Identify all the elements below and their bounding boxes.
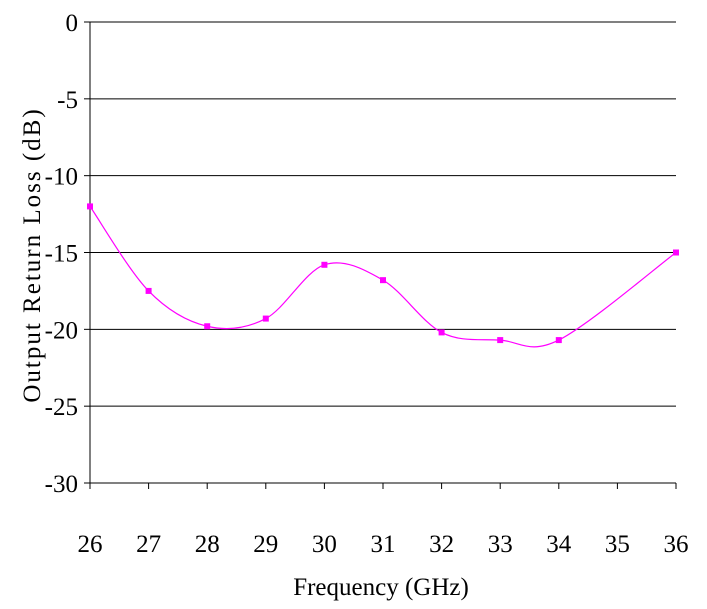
x-tick-labels: 26 27 28 29 30 31 32 33 34 35 36: [78, 531, 689, 558]
x-tick-label: 28: [195, 531, 220, 558]
x-tick-label: 32: [429, 531, 454, 558]
y-tick-labels: 0 -5 -10 -15 -20 -25 -30: [45, 10, 78, 498]
data-point-marker: [438, 329, 445, 336]
x-tick-label: 36: [664, 531, 689, 558]
data-point-marker: [673, 249, 679, 256]
y-tick-label: -20: [45, 317, 78, 344]
data-point-marker: [380, 277, 386, 284]
y-tick-label: 0: [66, 10, 79, 37]
data-point-marker: [87, 203, 93, 210]
axes: [84, 21, 677, 489]
y-axis-title: Output Return Loss (dB): [19, 107, 46, 402]
x-axis-title: Frequency (GHz): [293, 574, 469, 601]
x-tick-label: 26: [78, 531, 103, 558]
x-tick-label: 31: [371, 531, 396, 558]
y-tick-label: -25: [45, 394, 78, 421]
x-tick-label: 29: [253, 531, 278, 558]
x-tick-label: 27: [136, 531, 161, 558]
x-tick-label: 34: [546, 531, 572, 558]
data-point-marker: [204, 323, 211, 330]
data-point-marker: [262, 315, 269, 322]
y-tick-label: -5: [57, 87, 78, 114]
gridlines: [90, 21, 676, 407]
x-tick-label: 35: [605, 531, 630, 558]
x-tick-label: 33: [488, 531, 513, 558]
series-line: [89, 206, 677, 348]
data-point-marker: [145, 287, 152, 294]
y-tick-label: -10: [45, 164, 78, 191]
data-point-marker: [555, 337, 562, 344]
y-tick-label: -15: [45, 241, 78, 268]
data-point-marker: [321, 261, 328, 268]
y-tick-label: -30: [45, 471, 78, 498]
series-layer: [87, 203, 679, 348]
x-tick-label: 30: [312, 531, 337, 558]
data-point-marker: [497, 337, 504, 344]
